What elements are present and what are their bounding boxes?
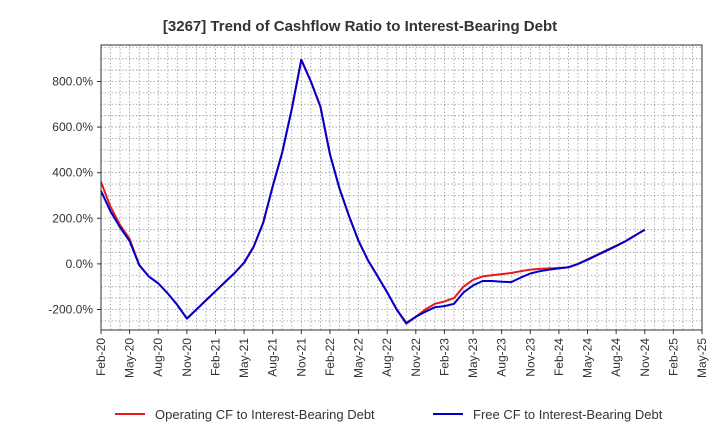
y-tick-label: -200.0% — [48, 302, 93, 316]
y-tick-label: 400.0% — [52, 166, 93, 180]
x-tick-label: Feb-24 — [552, 338, 566, 376]
x-axis: Feb-20 May-20 Aug-20 Nov-20 Feb-21 May-21 Aug-… — [94, 330, 709, 378]
legend-label-operating-cf: Operating CF to Interest-Bearing Debt — [155, 407, 375, 422]
y-tick-label: 800.0% — [52, 74, 93, 88]
x-tick-label: May-22 — [352, 338, 366, 378]
plot-frame — [100, 44, 703, 331]
x-tick-label: Feb-21 — [208, 338, 222, 376]
y-tick-label: 0.0% — [66, 257, 94, 271]
x-tick-label: Nov-22 — [409, 338, 423, 377]
legend: Operating CF to Interest-Bearing Debt Fr… — [115, 407, 663, 422]
x-tick-label: Nov-24 — [638, 338, 652, 377]
x-tick-label: Aug-23 — [495, 338, 509, 377]
y-tick-label: 600.0% — [52, 120, 93, 134]
x-tick-label: Nov-23 — [523, 338, 537, 377]
x-tick-label: Aug-22 — [380, 338, 394, 377]
series-lines — [100, 58, 646, 325]
x-tick-label: Feb-22 — [323, 338, 337, 376]
x-tick-label: May-24 — [581, 338, 595, 378]
y-tick-label: 200.0% — [52, 211, 93, 225]
y-axis: -200.0% 0.0% 200.0% 400.0% 600.0% 800.0% — [48, 74, 101, 316]
x-tick-label: Aug-20 — [151, 338, 165, 377]
x-tick-label: Feb-20 — [94, 338, 108, 376]
x-tick-label: Feb-25 — [666, 338, 680, 376]
chart-title: [3267] Trend of Cashflow Ratio to Intere… — [163, 18, 557, 35]
series-line-free-cf — [100, 58, 646, 325]
x-tick-label: Nov-21 — [294, 338, 308, 377]
series-line-operating-cf — [100, 58, 646, 324]
x-tick-label: Nov-20 — [180, 338, 194, 377]
x-tick-label: May-21 — [237, 338, 251, 378]
x-tick-label: May-20 — [123, 338, 137, 378]
x-tick-label: Aug-21 — [266, 338, 280, 377]
legend-label-free-cf: Free CF to Interest-Bearing Debt — [473, 407, 663, 422]
x-tick-label: May-25 — [695, 338, 709, 378]
grid — [100, 45, 703, 330]
x-tick-label: Aug-24 — [609, 338, 623, 377]
x-tick-label: May-23 — [466, 338, 480, 378]
x-tick-label: Feb-23 — [437, 338, 451, 376]
